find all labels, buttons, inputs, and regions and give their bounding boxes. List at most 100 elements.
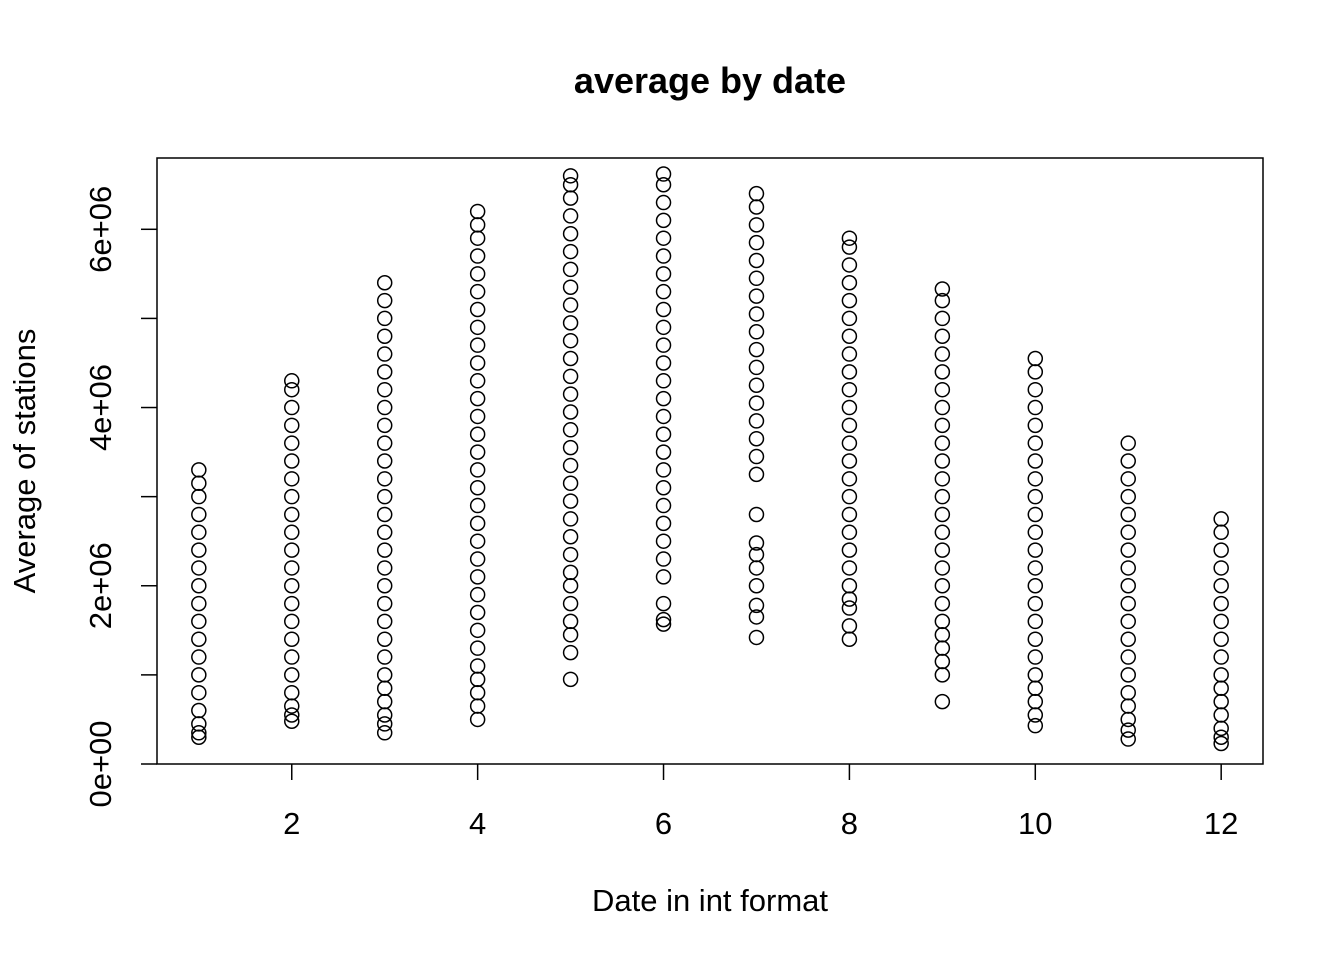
data-point (1120, 711, 1136, 728)
data-point (376, 649, 393, 665)
data-point (376, 680, 393, 696)
data-point (934, 578, 951, 594)
data-point (469, 301, 486, 318)
data-point (284, 542, 300, 558)
data-point (841, 560, 858, 576)
data-point (655, 248, 672, 264)
data-point (655, 479, 672, 496)
data-point (655, 166, 672, 182)
data-point (376, 453, 393, 469)
data-point (191, 462, 207, 478)
data-point (655, 283, 672, 300)
data-point (748, 252, 765, 269)
data-point (1027, 399, 1044, 416)
data-point (284, 560, 300, 576)
data-point (284, 667, 300, 683)
data-point (748, 395, 765, 411)
data-point (841, 417, 858, 434)
data-points (191, 166, 1229, 752)
data-point (562, 208, 579, 224)
data-point (469, 569, 486, 585)
data-point (469, 217, 486, 233)
data-point (841, 578, 858, 594)
data-point (562, 332, 579, 349)
data-point (1027, 707, 1044, 723)
data-point (748, 217, 765, 233)
data-point (469, 203, 486, 220)
data-point (191, 475, 207, 492)
data-point (1027, 631, 1044, 647)
data-point (284, 381, 300, 398)
data-point (1120, 684, 1136, 701)
data-point (748, 185, 765, 202)
data-point (376, 506, 393, 523)
data-point (934, 542, 951, 558)
data-point (1120, 453, 1136, 469)
data-point (1120, 435, 1136, 451)
data-point (469, 586, 486, 603)
data-point (376, 524, 393, 541)
data-point (191, 716, 207, 732)
data-point (841, 275, 858, 291)
data-point (748, 270, 765, 287)
data-point (1027, 435, 1044, 451)
data-point (934, 613, 951, 630)
data-point (284, 435, 300, 451)
data-point (562, 168, 579, 184)
data-point (1027, 693, 1044, 710)
data-point (469, 283, 486, 300)
data-point (1120, 731, 1136, 747)
data-point (655, 301, 672, 318)
data-point (284, 399, 300, 416)
data-point (562, 564, 579, 581)
data-point (191, 667, 207, 683)
data-point (1027, 649, 1044, 665)
data-point (1027, 667, 1044, 683)
data-point (562, 493, 579, 509)
data-point (191, 649, 207, 665)
data-point (748, 535, 765, 551)
x-axis: 2 4 6 8 10 12 (283, 764, 1238, 841)
data-point (1027, 350, 1044, 367)
data-point (934, 381, 951, 398)
data-point (748, 597, 765, 614)
data-point (469, 684, 486, 701)
data-point (841, 230, 858, 246)
x-tick-label: 4 (469, 806, 486, 841)
data-point (655, 266, 672, 282)
data-point (469, 337, 486, 353)
data-point (191, 542, 207, 558)
data-point (934, 653, 951, 670)
data-point (469, 671, 486, 688)
data-point (469, 622, 486, 639)
data-point (562, 404, 579, 420)
data-point (655, 408, 672, 425)
data-point (1027, 680, 1044, 696)
data-point (1027, 595, 1044, 612)
data-point (841, 488, 858, 505)
data-point (1213, 631, 1229, 647)
data-point (841, 328, 858, 344)
data-point (376, 725, 393, 741)
data-point (284, 595, 300, 612)
data-point (934, 435, 951, 451)
data-point (1120, 595, 1136, 612)
data-point (469, 390, 486, 407)
data-point (376, 328, 393, 344)
data-point (841, 399, 858, 416)
data-point (1120, 542, 1136, 558)
data-point (469, 551, 486, 567)
data-point (562, 475, 579, 492)
data-point (934, 667, 951, 683)
data-point (376, 595, 393, 612)
data-point (562, 511, 579, 527)
data-point (376, 399, 393, 416)
data-point (934, 524, 951, 541)
data-point (841, 471, 858, 487)
data-point (191, 506, 207, 523)
data-point (655, 444, 672, 460)
x-tick-label: 8 (841, 806, 858, 841)
data-point (1120, 471, 1136, 487)
data-point (284, 506, 300, 523)
data-point (469, 230, 486, 246)
